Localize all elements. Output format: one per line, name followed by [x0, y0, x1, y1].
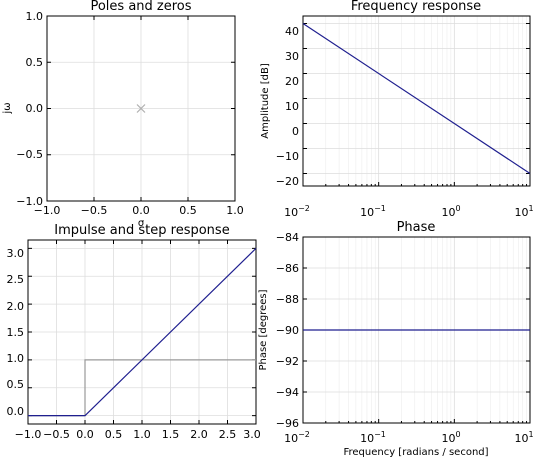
- phase-xtick-label: 101: [514, 430, 533, 445]
- freq-xtick-label: 10−2: [284, 204, 310, 219]
- pz-ytick-label: −0.5: [16, 148, 43, 161]
- step-marks: [28, 247, 257, 417]
- step-ytick-labels: 3.0 2.5 2.0 1.5 1.0 0.5 0.0: [7, 247, 25, 418]
- freq-frame: [302, 15, 531, 187]
- freq-xtick-label: 101: [514, 204, 533, 219]
- pz-ytick-label: −1.0: [16, 195, 43, 208]
- step-xtick-label: 0.5: [105, 428, 123, 441]
- step-xtick-label: 2.0: [190, 428, 208, 441]
- freq-xtick-labels: 10−2: [284, 204, 310, 219]
- phase-xtick-label: 100: [441, 430, 460, 445]
- step-xtick-labels: −1.0 −0.5 0.0 0.5 1.0 1.5 2.0 2.5 3.0: [15, 428, 261, 441]
- phase-ytick-label: −92: [276, 355, 299, 368]
- phase-ylabel: Phase [degrees]: [258, 289, 269, 370]
- pole-marker: [136, 104, 146, 113]
- phase-ytick-labels: −84 −86 −88 −90 −92 −94 −96: [276, 231, 299, 430]
- step-ytick-label: 2.5: [7, 273, 25, 286]
- step-xtick-label: 1.0: [133, 428, 151, 441]
- freq-title: Frequency response: [351, 0, 481, 14]
- step-ytick-label: 1.0: [7, 352, 25, 365]
- freq-ytick-label: 20: [285, 75, 299, 88]
- pz-xlabel: σ: [138, 218, 145, 229]
- freq-xtick-labels-2: 10−1 100 101: [360, 204, 533, 219]
- freq-panel: Frequency response Amplitude [dB] 10−2 1…: [260, 0, 534, 219]
- step-xtick-label: −1.0: [15, 428, 42, 441]
- freq-ytick-label: −20: [276, 175, 299, 188]
- freq-ytick-label: 10: [285, 100, 299, 113]
- step-frame: [27, 239, 257, 425]
- step-ytick-label: 0.5: [7, 378, 25, 391]
- phase-ytick-label: −86: [276, 262, 299, 275]
- pz-xtick-label: 0.5: [179, 204, 197, 217]
- pz-xtick-label: −1.0: [34, 204, 61, 217]
- freq-ytick-label: −10: [276, 150, 299, 163]
- step-xtick-label: −0.5: [43, 428, 70, 441]
- step-xtick-label: 2.5: [219, 428, 237, 441]
- phase-xlabel: Frequency [radians / second]: [343, 447, 488, 458]
- freq-ytick-labels: 40 30 20 10 0 −10 −20: [276, 25, 299, 188]
- step-xtick-label: 0.0: [76, 428, 94, 441]
- phase-xtick-labels: 10−2 10−1 100 101: [284, 430, 533, 445]
- pz-panel: Poles and zeros σ jω −1.0 −0.5 0.0 0.5 1…: [2, 0, 244, 229]
- step-ytick-label: 3.0: [7, 247, 25, 260]
- pz-ytick-labels: 1.0 0.5 0.0 −0.5 −1.0: [16, 10, 43, 208]
- phase-ytick-label: −96: [276, 417, 299, 430]
- pz-ytick-label: 1.0: [26, 10, 44, 23]
- freq-ytick-label: 40: [285, 25, 299, 38]
- phase-ytick-label: −90: [276, 324, 299, 337]
- freq-marks: [302, 22, 531, 175]
- step-ytick-label: 1.5: [7, 326, 25, 339]
- phase-xtick-label: 10−1: [360, 430, 386, 445]
- amplitude-line: [302, 22, 531, 175]
- freq-xtick-label: 100: [441, 204, 460, 219]
- step-ytick-label: 0.0: [7, 405, 25, 418]
- phase-title: Phase: [397, 220, 436, 235]
- step-xtick-label: 1.5: [162, 428, 180, 441]
- pz-ylabel: jω: [2, 102, 13, 114]
- phase-ytick-label: −88: [276, 293, 299, 306]
- phase-xtick-label: 10−2: [284, 430, 310, 445]
- freq-ylabel: Amplitude [dB]: [260, 63, 271, 139]
- step-panel: Impulse and step response −1.0 −0.5 0.0 …: [7, 223, 261, 441]
- phase-ytick-label: −94: [276, 386, 299, 399]
- pz-ytick-label: 0.5: [26, 56, 44, 69]
- freq-ytick-label: 30: [285, 50, 299, 63]
- pz-xtick-label: 0.0: [132, 204, 150, 217]
- pz-marks: [136, 104, 146, 113]
- step-xtick-label: 3.0: [243, 428, 261, 441]
- phase-ytick-label: −84: [276, 231, 299, 244]
- step-title: Impulse and step response: [54, 223, 229, 238]
- pz-xtick-label: −0.5: [81, 204, 108, 217]
- pz-xtick-label: 1.0: [226, 204, 244, 217]
- ramp-response-line: [28, 247, 257, 417]
- pz-ytick-label: 0.0: [26, 102, 44, 115]
- freq-xtick-label: 10−1: [360, 204, 386, 219]
- step-ytick-label: 2.0: [7, 300, 25, 313]
- phase-panel: Phase Frequency [radians / second] Phase…: [258, 220, 534, 458]
- pz-title: Poles and zeros: [90, 0, 191, 14]
- pz-frame: [46, 15, 236, 202]
- pz-xtick-labels: −1.0 −0.5 0.0 0.5 1.0: [34, 204, 244, 217]
- freq-ytick-label: 0: [292, 125, 299, 138]
